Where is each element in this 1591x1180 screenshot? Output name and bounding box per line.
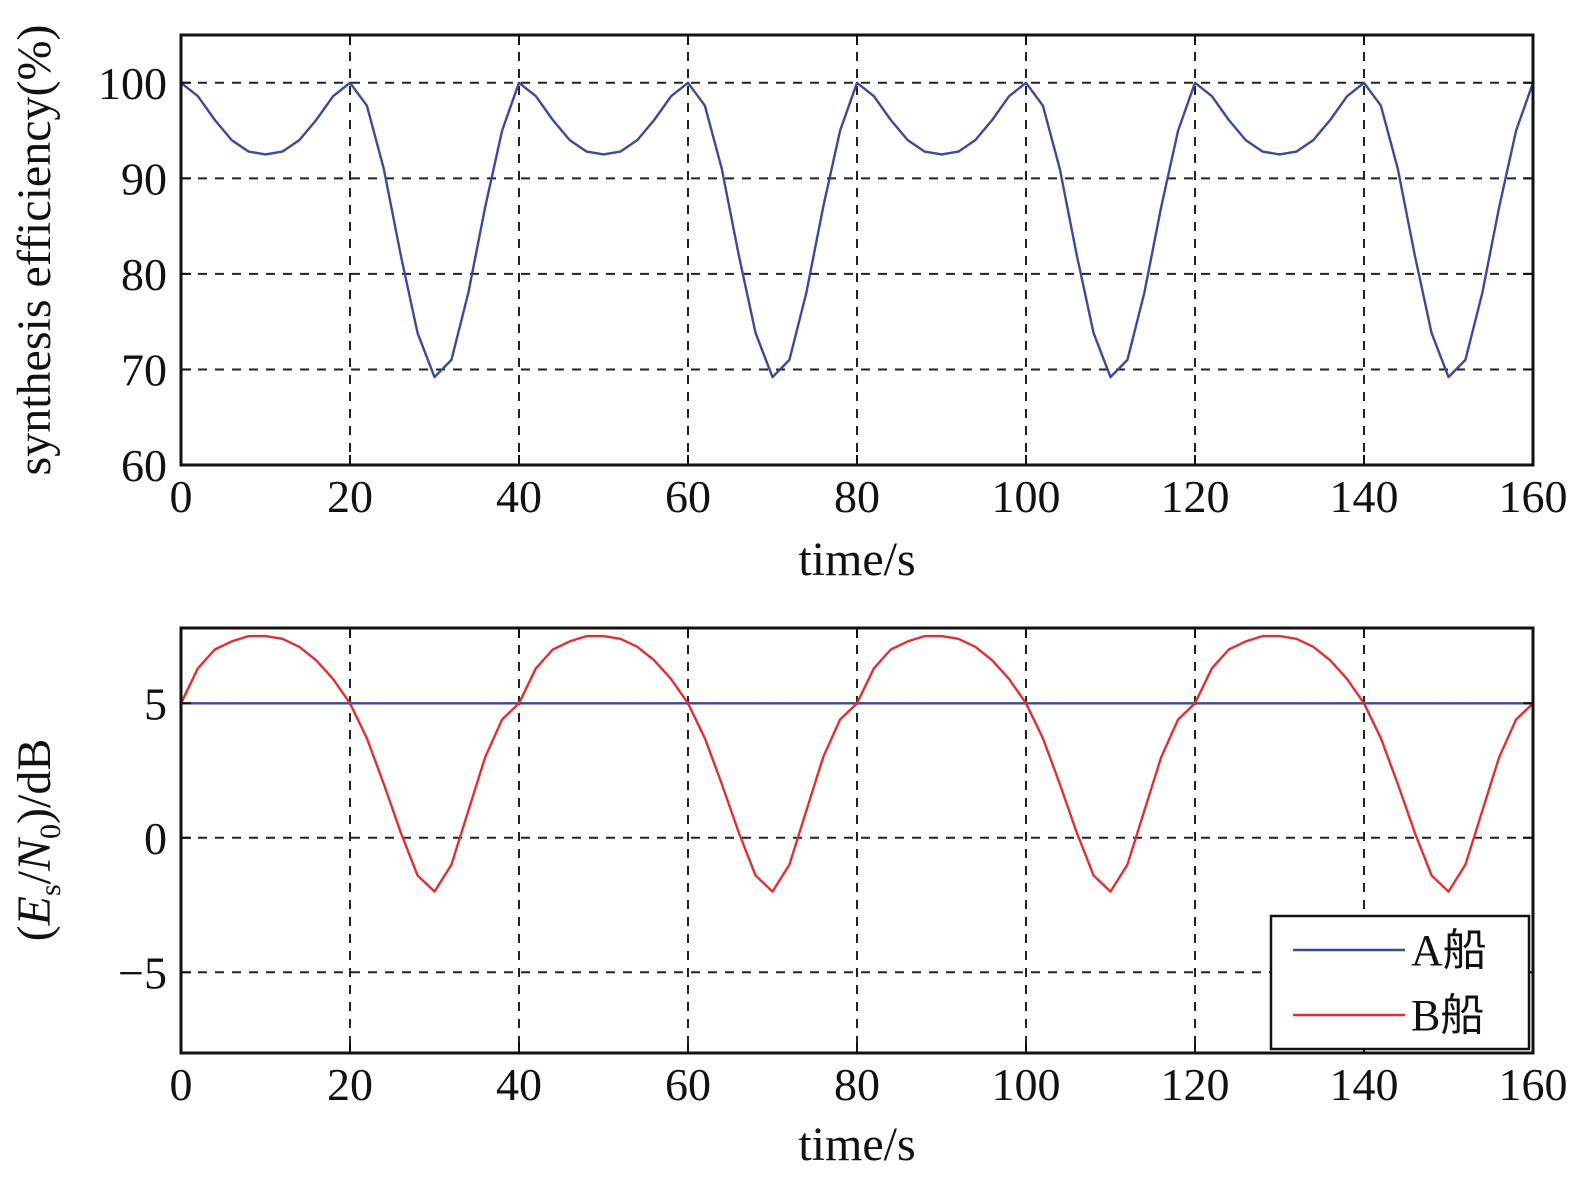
x-tick-label: 0 [170,1059,193,1110]
y-tick-label: −5 [118,947,167,998]
y-tick-label: 60 [121,440,167,491]
legend-label-a: A船 [1411,926,1487,975]
x-tick-label: 80 [834,471,880,522]
x-tick-label: 80 [834,1059,880,1110]
y-tick-label: 0 [144,813,167,864]
x-tick-label: 100 [992,1059,1061,1110]
x-tick-label: 120 [1161,1059,1230,1110]
synthesis-efficiency-chart: 0 20 40 60 80 100 120 140 160 60 70 80 90 100 time/s… [8,25,1568,586]
series-line-1 [179,634,1534,893]
y-tick-label: 80 [121,249,167,300]
x-tick-label: 140 [1330,1059,1399,1110]
legend-label-b: B船 [1411,991,1484,1040]
y-tick-label: 100 [98,58,167,109]
y-tick-label: 90 [121,153,167,204]
x-tick-label: 40 [496,1059,542,1110]
x-tick-label: 100 [992,471,1061,522]
x-axis-label: time/s [798,1118,915,1171]
x-tick-label: 160 [1499,1059,1568,1110]
x-tick-label: 120 [1161,471,1230,522]
es-n0-chart: 0 20 40 60 80 100 120 140 160 −5 0 5 time/s (Es/N0… [8,626,1568,1171]
x-tick-label: 160 [1499,471,1568,522]
x-axis-label: time/s [798,533,915,586]
x-tick-label: 20 [327,1059,373,1110]
x-tick-label: 20 [327,471,373,522]
x-tick-label: 140 [1330,471,1399,522]
x-tick-label: 60 [665,471,711,522]
x-tick-label: 60 [665,1059,711,1110]
x-tick-label: 40 [496,471,542,522]
y-tick-label: 5 [144,678,167,729]
legend: A船 B船 [1269,914,1531,1051]
y-axis-label: synthesis efficiency(%) [8,25,61,476]
y-axis-label: (Es/N0)/dB [8,739,67,942]
series-line-0 [180,81,1535,379]
legend-box [1269,914,1531,1051]
y-tick-label: 70 [121,344,167,395]
x-tick-label: 0 [170,471,193,522]
